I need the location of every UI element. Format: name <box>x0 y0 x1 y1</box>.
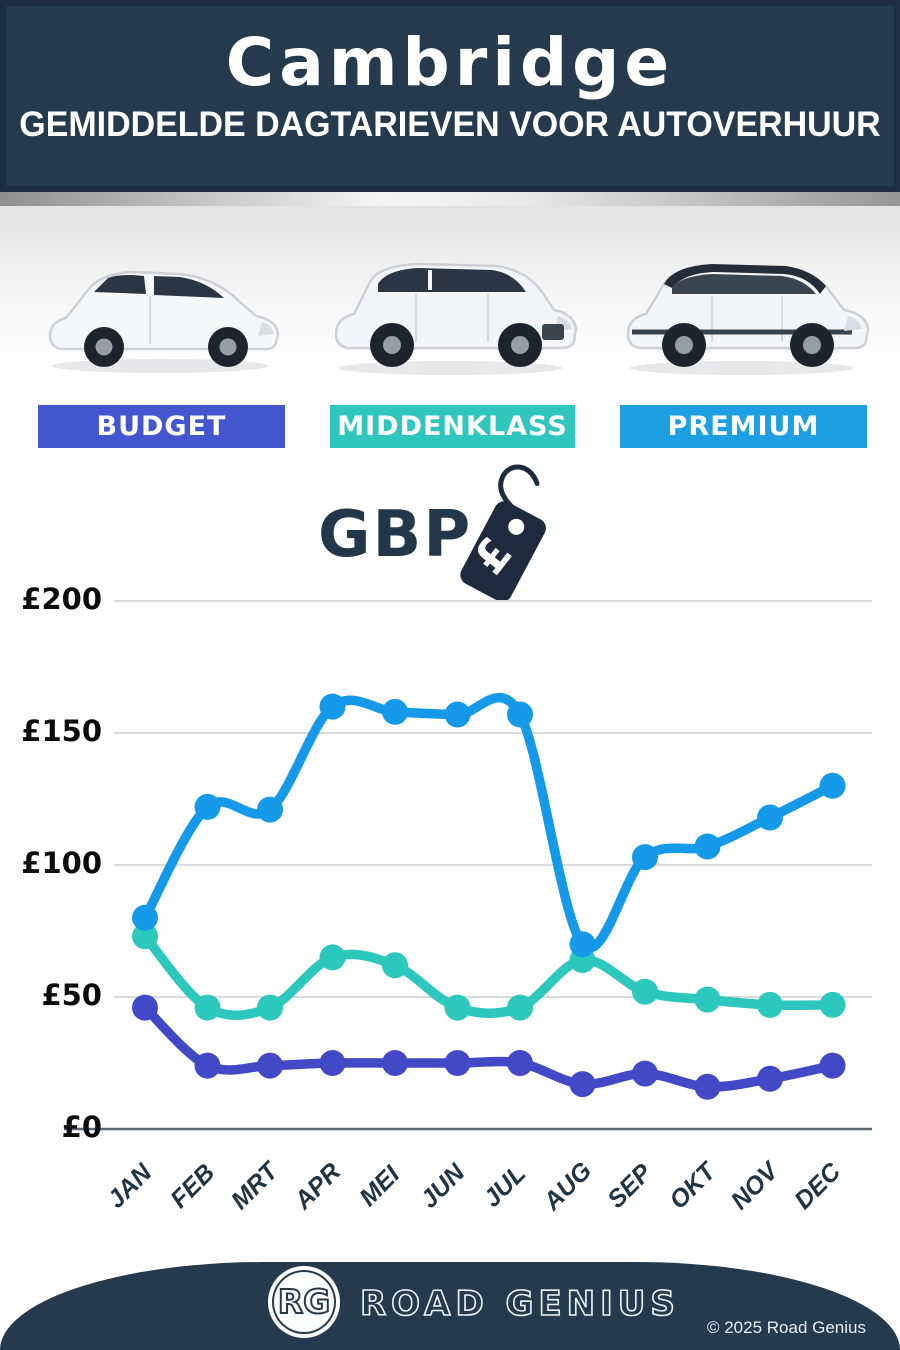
series-line-budget <box>140 1002 838 1092</box>
price-tag-icon: £ <box>460 464 546 602</box>
page-subtitle: GEMIDDELDE DAGTARIEVEN VOOR AUTOVERHUUR <box>19 105 881 144</box>
y-axis-tick-label: £100 <box>21 846 102 880</box>
data-point <box>819 772 846 799</box>
data-point <box>694 833 721 860</box>
y-axis-tick-label: £200 <box>21 582 102 616</box>
data-point <box>569 931 596 958</box>
series-line-middenklass <box>140 931 838 1021</box>
premium-car-image <box>626 264 870 375</box>
data-point <box>507 994 533 1021</box>
data-point <box>507 701 533 728</box>
data-point <box>632 844 658 871</box>
y-axis-tick-label: £50 <box>41 978 102 1012</box>
data-point <box>257 796 283 823</box>
data-point <box>257 1052 283 1079</box>
header: Cambridge GEMIDDELDE DAGTARIEVEN VOOR AU… <box>0 0 900 192</box>
logo-initials: RG <box>277 1281 331 1322</box>
copyright-text: © 2025 Road Genius <box>706 1318 866 1337</box>
data-point <box>132 994 158 1021</box>
budget-category-banner: BUDGET <box>38 405 285 448</box>
data-point <box>319 1050 346 1076</box>
budget-car-image <box>48 270 280 373</box>
middenklass-car-image <box>334 262 578 375</box>
premium-category-banner: PREMIUM <box>620 405 867 448</box>
divider-gradient-strip <box>0 192 900 206</box>
data-point <box>257 994 283 1021</box>
data-point <box>819 991 846 1018</box>
data-point <box>382 952 408 979</box>
data-point <box>382 1050 408 1076</box>
middenklass-category-banner: MIDDENKLASS <box>330 405 575 448</box>
data-point <box>319 693 346 720</box>
data-point <box>382 698 408 725</box>
data-point <box>632 978 658 1005</box>
page-title: Cambridge <box>225 24 675 101</box>
y-axis-tick-label: £150 <box>21 714 102 748</box>
data-point <box>632 1060 658 1087</box>
data-point <box>444 1050 471 1076</box>
data-point <box>132 923 158 950</box>
data-point <box>757 991 783 1018</box>
data-point <box>507 1050 533 1076</box>
data-point <box>569 1071 596 1098</box>
data-point <box>194 994 221 1021</box>
road-genius-logo: RG <box>268 1266 340 1338</box>
data-point <box>194 1052 221 1079</box>
data-point <box>444 994 471 1021</box>
data-point <box>694 1073 721 1100</box>
data-point <box>569 947 596 973</box>
car-images-row <box>0 206 900 406</box>
currency-label: GBP <box>318 498 473 572</box>
data-point <box>757 804 783 831</box>
data-point <box>694 986 721 1013</box>
data-point <box>444 701 471 728</box>
data-point <box>819 1052 846 1079</box>
data-point <box>757 1065 783 1092</box>
data-point <box>319 944 346 971</box>
series-line-premium <box>140 692 838 953</box>
y-axis-tick-label: £0 <box>61 1110 102 1144</box>
footer-arch <box>0 1262 900 1350</box>
data-point <box>132 904 158 931</box>
brand-name: ROAD GENIUS <box>359 1283 680 1325</box>
data-point <box>194 793 221 820</box>
